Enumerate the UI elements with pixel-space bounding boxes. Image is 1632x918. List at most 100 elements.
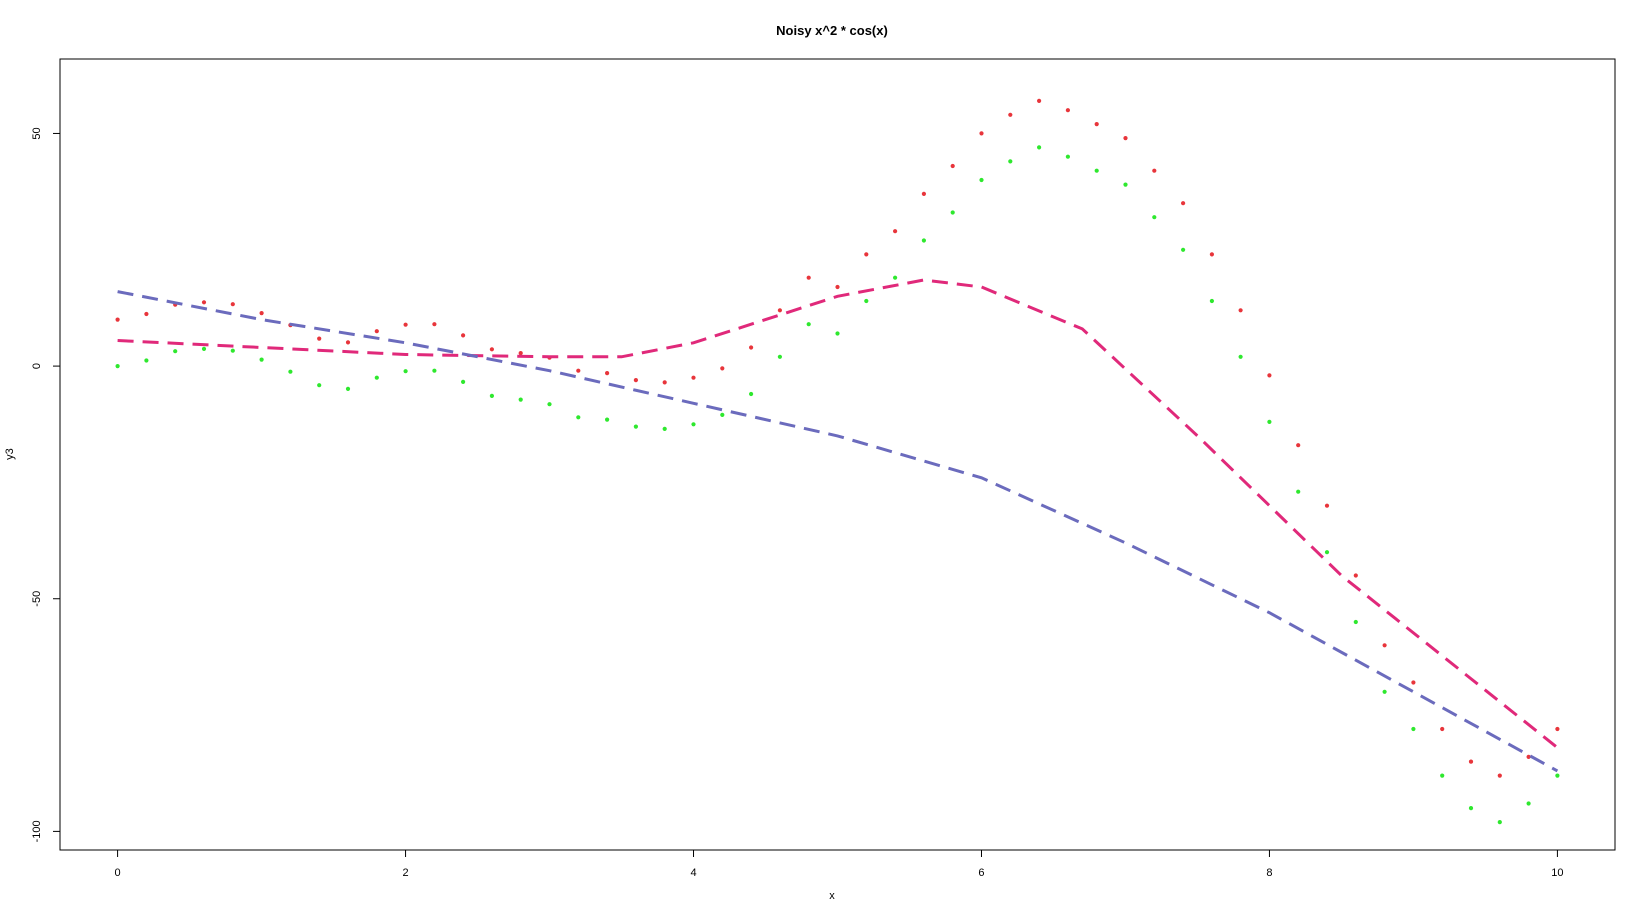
scatter-point-series2 [1209,298,1214,304]
scatter-point-series1 [144,311,149,317]
scatter-point-series1 [662,380,667,385]
scatter-point-series1 [1324,503,1330,508]
x-tick-label: 10 [1551,867,1563,879]
scatter-point-series2 [662,426,667,431]
scatter-point-series2 [288,369,293,374]
scatter-point-series1 [950,163,955,169]
x-tick-label: 8 [1266,867,1272,879]
scatter-point-series1 [432,322,437,327]
scatter-point-series2 [806,322,811,327]
scatter-point-series2 [864,298,869,304]
scatter-point-series2 [345,386,351,391]
scatter-point-series1 [691,375,696,380]
x-axis-label: x [829,890,835,902]
scatter-point-series2 [115,364,120,369]
scatter-point-series1 [489,347,494,352]
scatter-point-series1 [317,336,322,341]
scatter-point-series1 [1209,252,1214,257]
scatter-point-series1 [720,366,725,371]
scatter-point-series2 [749,391,754,397]
fit-line-series4 [117,290,1559,773]
scatter-point-series1 [777,308,783,313]
scatter-point-series1 [403,322,408,327]
scatter-point-series1 [1497,773,1502,778]
scatter-point-series1 [864,252,869,257]
scatter-point-series2 [1382,689,1387,694]
scatter-point-series1 [259,311,264,316]
scatter-point-series2 [835,331,840,336]
scatter-point-series1 [893,229,898,234]
y-tick-label: 0 [31,363,43,369]
scatter-point-series1 [633,378,639,383]
scatter-point-series1 [374,329,379,334]
scatter-point-series2 [1411,726,1416,732]
scatter-point-series1 [1353,573,1358,578]
scatter-point-series2 [1152,215,1157,220]
scatter-point-series1 [345,340,351,345]
scatter-point-series2 [317,383,322,388]
scatter-point-series2 [144,358,149,363]
scatter-point-series1 [1094,122,1099,127]
scatter-point-series1 [806,275,811,280]
scatter-point-series1 [1238,308,1243,313]
scatter-point-series2 [1526,801,1531,806]
scatter-point-series1 [1382,643,1387,648]
scatter-point-series1 [461,333,466,338]
scatter-point-series2 [1065,154,1070,159]
scatter-point-series2 [979,177,984,183]
y-tick-label: 50 [31,127,43,139]
scatter-point-series2 [576,415,581,420]
chart-title: Noisy x^2 * cos(x) [776,23,888,38]
scatter-point-series2 [547,402,552,407]
scatter-point-series1 [1555,726,1560,732]
scatter-point-series2 [1037,145,1042,150]
scatter-point-series1 [230,302,235,307]
scatter-point-series2 [777,354,783,359]
scatter-point-series2 [489,393,494,398]
scatter-point-series2 [461,379,466,384]
scatter-point-series1 [1181,201,1186,206]
x-tick-label: 6 [978,867,984,879]
scatter-point-series1 [749,345,754,350]
scatter-point-series1 [1037,98,1042,103]
scatter-point-series2 [1008,159,1013,164]
plot-frame [59,58,1616,851]
scatter-point-series2 [230,348,235,353]
scatter-point-series2 [259,357,264,362]
scatter-point-series2 [605,417,610,422]
y-axis-label: y3 [4,448,16,460]
scatter-point-series2 [720,412,725,417]
x-tick-label: 2 [402,867,408,879]
scatter-point-series1 [1008,112,1013,117]
scatter-point-series2 [950,210,955,215]
scatter-point-series2 [1094,168,1099,173]
scatter-point-series1 [201,300,207,305]
chart-marks [115,98,1560,825]
scatter-point-series2 [1181,247,1186,252]
scatter-point-series2 [1555,773,1560,778]
x-tick-label: 4 [690,867,696,879]
scatter-point-series1 [921,191,927,196]
scatter-point-series1 [1440,726,1445,732]
scatter-point-series1 [518,351,523,356]
y-tick-label: -50 [31,591,43,607]
scatter-point-series2 [921,238,927,243]
scatter-point-series1 [1296,443,1301,448]
scatter-point-series2 [691,422,696,427]
scatter-point-series2 [403,369,408,374]
scatter-point-series1 [115,317,120,322]
scatter-point-series2 [374,375,379,380]
scatter-point-series1 [1065,108,1070,113]
scatter-point-series2 [1123,182,1128,187]
scatter-point-series1 [835,284,840,290]
scatter-point-series2 [432,368,437,373]
scatter-point-series1 [576,368,581,373]
scatter-point-series2 [1497,820,1502,825]
scatter-point-series1 [1468,759,1474,764]
scatter-point-series2 [518,397,523,402]
fit-line-series3 [117,278,1559,749]
scatter-point-series2 [633,424,639,429]
scatter-point-series2 [893,275,898,280]
scatter-point-series1 [1152,168,1157,173]
